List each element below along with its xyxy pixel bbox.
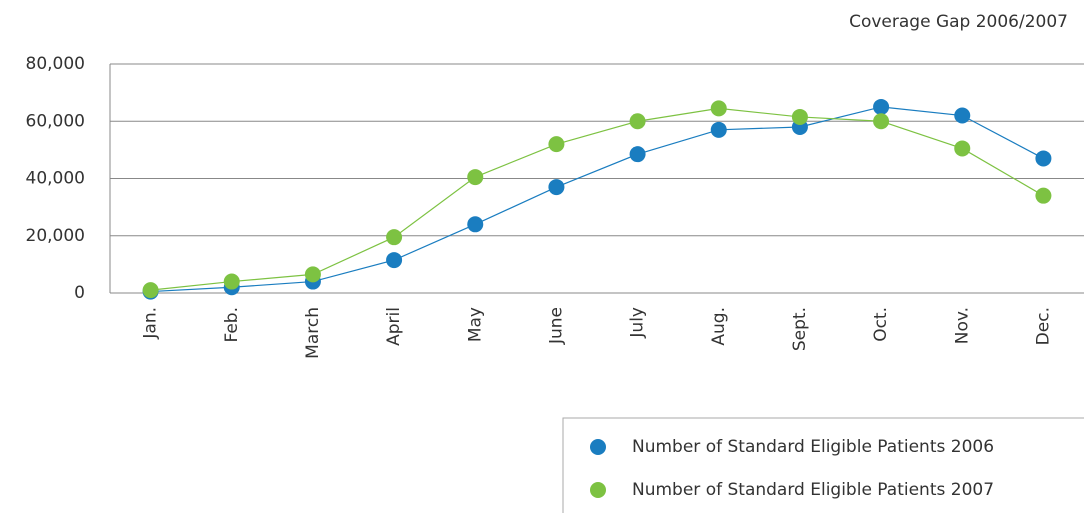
data-point <box>386 252 403 269</box>
data-point <box>629 113 646 130</box>
y-tick-label: 0 <box>74 283 85 303</box>
data-point <box>710 100 727 117</box>
legend-marker <box>590 439 606 455</box>
y-tick-label: 40,000 <box>26 169 85 189</box>
data-point <box>467 216 484 233</box>
y-tick-label: 20,000 <box>26 226 85 246</box>
legend-marker <box>590 482 606 498</box>
data-point <box>304 266 321 283</box>
data-point <box>467 169 484 186</box>
data-point <box>873 113 890 130</box>
y-tick-label: 60,000 <box>26 111 85 131</box>
data-point <box>791 108 808 125</box>
data-point <box>873 98 890 115</box>
data-point <box>710 121 727 138</box>
x-tick-label: March <box>303 307 323 359</box>
legend-box <box>562 417 1084 513</box>
legend-label: Number of Standard Eligible Patients 200… <box>632 437 994 457</box>
data-point <box>548 179 565 196</box>
data-point <box>1035 150 1052 167</box>
data-point <box>548 136 565 153</box>
series-line <box>150 107 1044 291</box>
x-tick-label: June <box>546 307 566 345</box>
data-point <box>629 146 646 163</box>
x-tick-label: Aug. <box>709 307 729 346</box>
data-point <box>954 140 971 157</box>
x-tick-label: Feb. <box>222 307 242 343</box>
x-tick-label: April <box>384 307 404 346</box>
x-tick-label: Dec. <box>1033 307 1053 345</box>
data-point <box>954 107 971 124</box>
x-tick-label: May <box>465 307 485 342</box>
x-tick-label: Jan. <box>141 307 161 340</box>
data-point <box>223 273 240 290</box>
y-tick-label: 80,000 <box>26 54 85 74</box>
data-point <box>1035 187 1052 204</box>
x-tick-label: Nov. <box>952 307 972 344</box>
x-tick-label: Oct. <box>871 307 891 342</box>
data-point <box>386 229 403 246</box>
x-tick-label: Sept. <box>790 307 810 351</box>
chart-title: Coverage Gap 2006/2007 <box>849 12 1068 32</box>
data-point <box>142 282 159 299</box>
x-tick-label: July <box>628 307 648 339</box>
series-line <box>150 106 1044 293</box>
legend-label: Number of Standard Eligible Patients 200… <box>632 480 994 500</box>
